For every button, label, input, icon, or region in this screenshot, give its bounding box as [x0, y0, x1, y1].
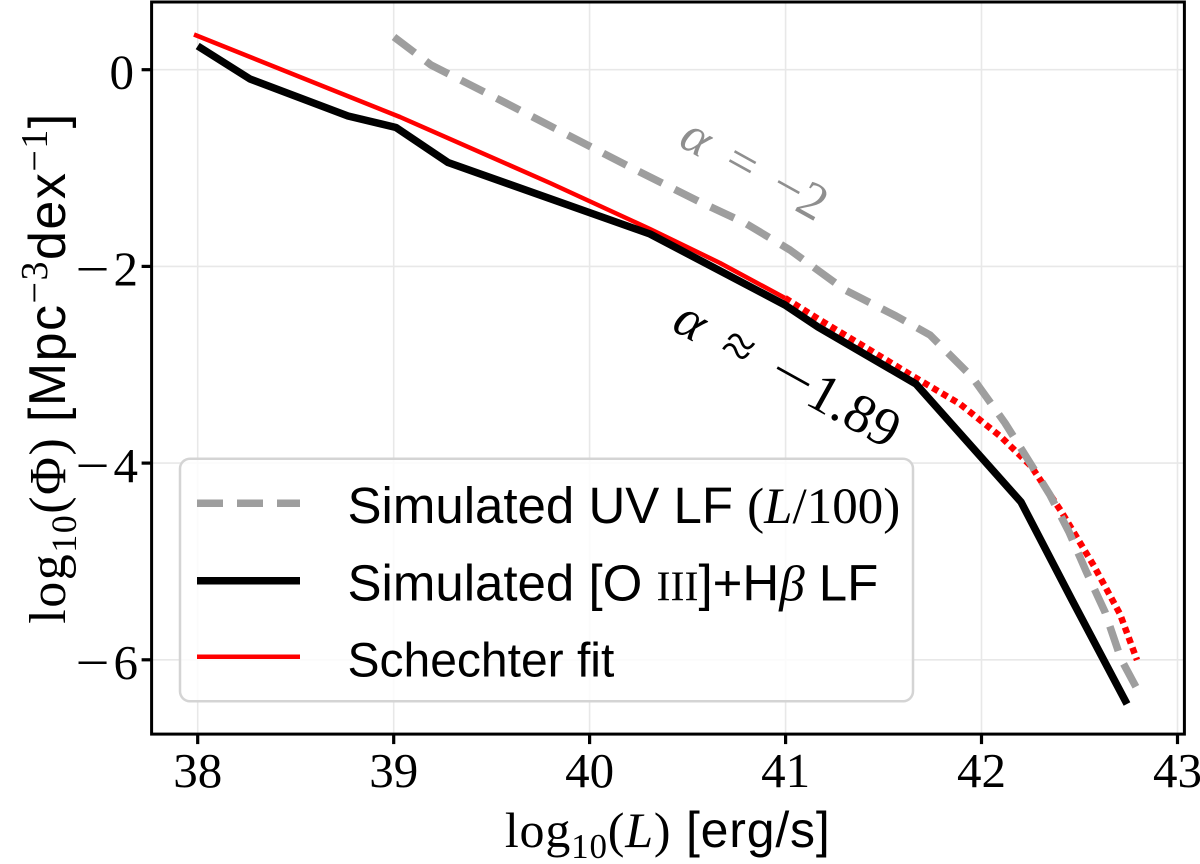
svg-text:41: 41 — [761, 743, 810, 798]
svg-text:Schechter fit: Schechter fit — [348, 635, 615, 688]
svg-text:42: 42 — [957, 743, 1006, 798]
svg-text:43: 43 — [1153, 743, 1200, 798]
svg-text:Simulated [O III]+Hβ LF: Simulated [O III]+Hβ LF — [348, 555, 879, 613]
svg-text:38: 38 — [173, 743, 222, 798]
svg-text:−4: −4 — [76, 438, 139, 493]
svg-text:log10(L) [erg/s]: log10(L) [erg/s] — [505, 802, 831, 864]
svg-text:−2: −2 — [76, 241, 139, 296]
svg-text:Simulated UV LF (L/100): Simulated UV LF (L/100) — [348, 477, 901, 535]
svg-text:40: 40 — [565, 743, 614, 798]
svg-text:−6: −6 — [76, 635, 139, 690]
svg-text:39: 39 — [369, 743, 418, 798]
svg-text:0: 0 — [110, 45, 135, 100]
svg-text:log10(Φ) [Mpc−3dex−1]: log10(Φ) [Mpc−3dex−1] — [14, 112, 84, 623]
